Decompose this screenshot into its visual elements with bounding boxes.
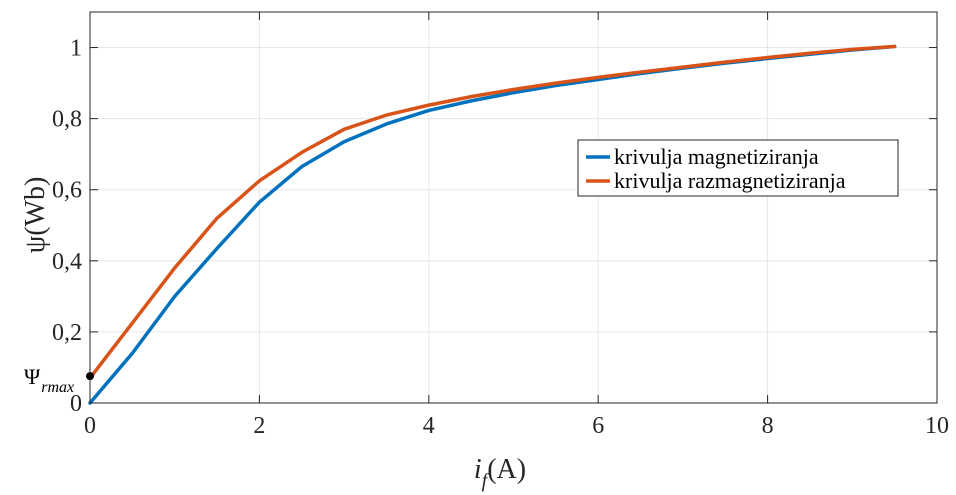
legend-box [577,139,899,197]
y-tick-label: 0,4 [52,249,82,275]
y-tick-label: 0,8 [52,107,82,133]
x-tick-label: 4 [423,413,435,439]
y-tick-label: 1 [70,36,82,62]
series-layer [88,44,897,405]
x-tick-label: 2 [253,413,265,439]
x-tick-label: 0 [84,413,96,439]
y-axis-label: ψ(Wb) [20,177,51,254]
x-axis-label-main: i [474,454,482,485]
annotation-psi-rmax-point [86,372,94,381]
x-tick-label: 6 [592,413,604,439]
y-tick-label: 0,6 [52,178,82,204]
annotation-psi-rmax-label: Ψrmax [24,364,74,396]
series-line-razmagnetiziranja [88,44,897,380]
legend-label-magnetiziranja: krivulja magnetiziranja [614,144,819,169]
y-tick-label: 0,2 [52,320,82,346]
x-axis-label: if(A) [474,454,526,492]
annotation-psi-symbol: Ψ [24,364,41,389]
y-tick-label: 0 [70,391,82,417]
annotation-psi-rmax: Ψrmax [24,364,94,396]
x-tick-label: 8 [762,413,774,439]
x-tick-label: 10 [925,413,949,439]
plot-frame [89,11,938,404]
legend-label-razmagnetiziranja: krivulja razmagnetiziranja [614,168,846,193]
legend: krivulja magnetiziranja krivulja razmagn… [577,139,899,197]
annotation-psi-subscript: rmax [41,379,74,396]
x-axis-label-unit: (A) [487,454,526,485]
x-axis-label-sub: f [482,470,490,492]
ticks: 0 2 4 6 8 10 0 0,2 0,4 0,6 0,8 1 [52,12,949,439]
